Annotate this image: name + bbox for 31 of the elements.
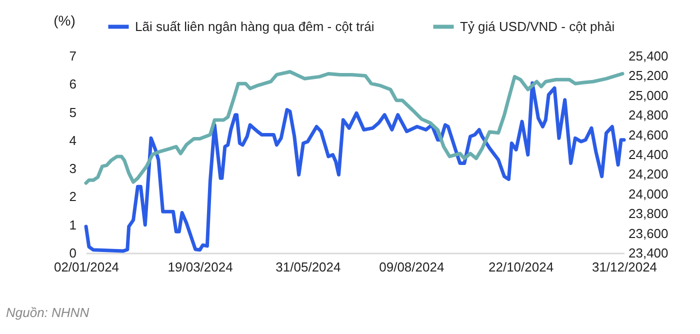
y-tick-label: 1 [69, 217, 76, 232]
y-tick-label: 0 [69, 246, 76, 260]
x-tick-label: 22/10/2024 [488, 260, 554, 274]
y2-tick-label: 24,000 [628, 186, 668, 202]
text: Nguồn: NHNN [6, 305, 90, 320]
line-series [84, 70, 624, 185]
x-tick-label: 02/01/2024 [54, 260, 120, 274]
y-tick-label: 4 [69, 132, 76, 148]
legend-label: Lãi suất liên ngân hàng qua đêm - cột trái [135, 18, 374, 34]
y-tick-label: 2 [69, 189, 76, 204]
y2-tick-label: 25,200 [628, 68, 668, 84]
y2-tick-label: 25,400 [628, 48, 668, 64]
line-series [84, 81, 626, 253]
y2-tick-label: 24,600 [628, 127, 668, 142]
legend-label: Tỷ giá USD/VND - cột phải [460, 18, 615, 34]
x-tick-label: 31/05/2024 [276, 260, 341, 274]
y2-tick-label: 23,400 [628, 246, 668, 260]
y2-tick-label: 25,000 [628, 88, 668, 103]
x-tick-label: 31/12/2024 [592, 260, 658, 274]
x-tick-label: 19/03/2024 [168, 260, 233, 274]
y2-tick-label: 24,800 [628, 108, 668, 123]
y-tick-label: 5 [69, 104, 76, 120]
y-tick-label: 3 [69, 161, 76, 176]
y2-tick-label: 23,800 [628, 206, 668, 222]
y-tick-label: 7 [69, 48, 76, 64]
y-tick-label: 6 [69, 76, 76, 92]
y-axis-title: (%) [54, 12, 76, 28]
y2-tick-label: 24,200 [628, 166, 668, 182]
x-tick-label: 09/08/2024 [379, 260, 444, 274]
y2-tick-label: 24,400 [628, 147, 668, 162]
y2-tick-label: 23,600 [628, 226, 668, 241]
